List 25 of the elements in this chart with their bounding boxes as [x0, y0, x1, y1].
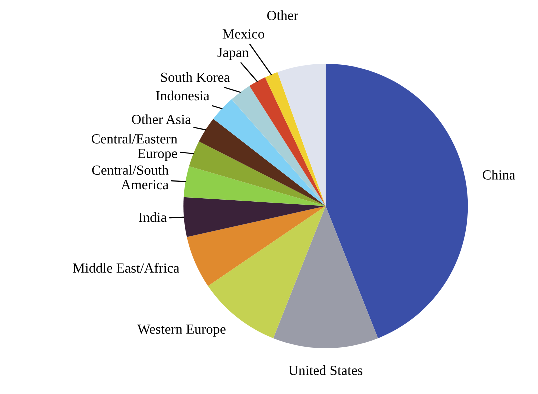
slice-label: Other: [267, 10, 298, 20]
slice-label: United States: [288, 366, 363, 376]
pie-slice: [326, 64, 468, 338]
pie-slice: [184, 197, 326, 238]
slice-label: Western Europe: [138, 324, 226, 337]
pie-slice: [184, 166, 326, 206]
slice-label: Indonesia: [156, 90, 210, 101]
slice-label: Central/Eastern Europe: [92, 134, 178, 162]
slice-label: South Korea: [161, 72, 230, 82]
pie-slice: [232, 86, 326, 206]
pie-slice: [199, 119, 326, 206]
pie-slice: [265, 72, 326, 206]
slice-label: China: [482, 170, 516, 180]
slice-label: Mexico: [222, 30, 264, 39]
slice-label: Central/South America: [92, 165, 169, 190]
pie-slice: [250, 78, 326, 206]
pie-slice: [187, 206, 326, 286]
pie-slice: [189, 142, 326, 206]
pie-slice: [278, 64, 326, 206]
slice-label: Middle East/Africa: [73, 263, 180, 273]
pie-slice: [214, 100, 326, 206]
pie-slice: [274, 206, 378, 348]
slice-label: Japan: [218, 48, 249, 60]
slice-label: India: [139, 212, 167, 222]
slice-label: Other Asia: [132, 114, 192, 124]
